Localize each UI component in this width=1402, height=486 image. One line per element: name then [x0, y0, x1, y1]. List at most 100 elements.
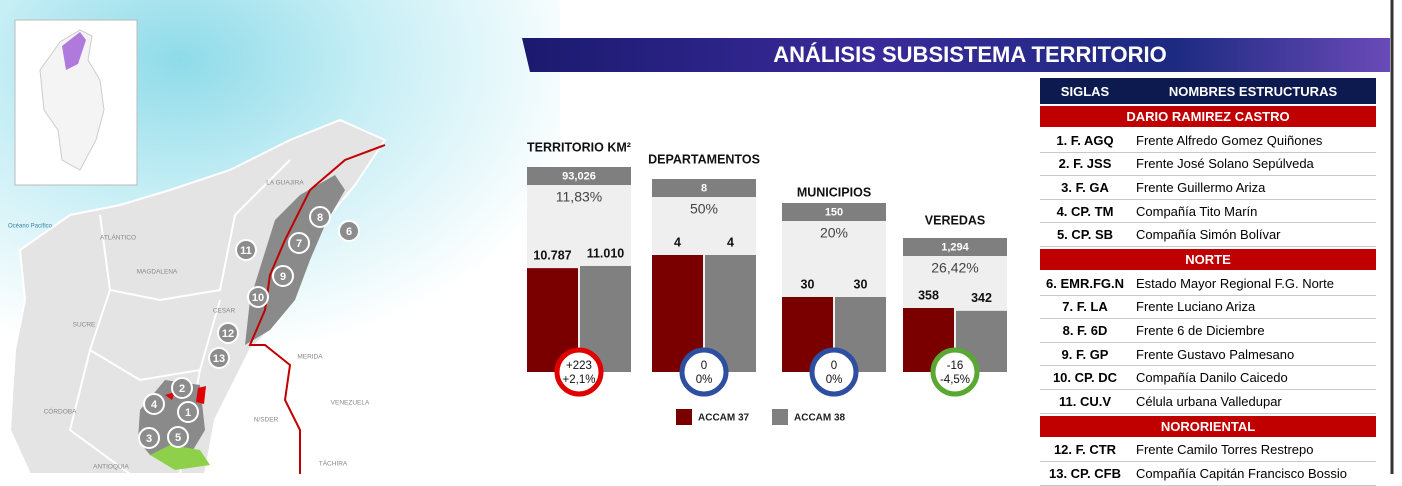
table-row: 9. F. GP Frente Gustavo Palmesano — [1040, 343, 1376, 367]
map-marker — [247, 286, 269, 308]
map-label: SUCRE — [73, 322, 96, 329]
change-badge — [554, 347, 604, 397]
map-marker-label: 6 — [346, 226, 352, 238]
title: ANÁLISIS SUBSISTEMA TERRITORIO — [773, 42, 1167, 67]
map-marker-label: 2 — [179, 383, 185, 395]
legend-label: ACCAM 37 — [698, 413, 750, 424]
total-label: 93,026 — [562, 170, 596, 182]
map-marker-label: 4 — [151, 399, 158, 411]
change-badge — [809, 347, 859, 397]
map-label: VENEZUELA — [331, 400, 370, 407]
header-cell: SIGLAS — [1060, 83, 1110, 99]
name-cell: Frente Guillermo Ariza — [1136, 179, 1266, 195]
name-cell: Compañía Tito Marín — [1136, 203, 1258, 219]
change-value: -16 — [947, 360, 964, 372]
map-marker — [143, 393, 165, 415]
table-row: 1. F. AGQ Frente Alfredo Gomez Quiñones — [1040, 129, 1376, 153]
map-label: ANTIOQUIA — [93, 464, 129, 471]
table-row: 3. F. GA Frente Guillermo Ariza — [1040, 176, 1376, 200]
map-label: LA GUAJIRA — [266, 180, 304, 187]
name-cell: Célula urbana Valledupar — [1136, 393, 1282, 409]
map-label: TÁCHIRA — [319, 459, 348, 468]
map-label: ATLÁNTICO — [100, 233, 136, 242]
map-label: MAGDALENA — [137, 269, 178, 276]
value-label: 30 — [801, 277, 815, 291]
name-cell: Frente Luciano Ariza — [1136, 299, 1256, 315]
map-marker — [217, 322, 239, 344]
change-percent: 0% — [826, 374, 843, 386]
territory-red — [165, 386, 206, 404]
table-row: 8. F. 6D Frente 6 de Diciembre — [1040, 319, 1376, 343]
map-label: CÓRDOBA — [44, 407, 78, 416]
map-marker-label: 12 — [222, 328, 234, 340]
table-row: 4. CP. TM Compañía Tito Marín — [1040, 200, 1376, 224]
map-marker-label: 13 — [213, 353, 225, 365]
change-percent: +2,1% — [563, 374, 596, 386]
map-marker — [235, 239, 257, 261]
value-label: 10.787 — [533, 248, 571, 262]
map-marker-label: 1 — [185, 407, 191, 419]
name-cell: Compañía Simón Bolívar — [1136, 227, 1281, 243]
percentage-label: 20% — [820, 225, 848, 241]
name-cell: Frente José Solano Sepúlveda — [1136, 156, 1314, 172]
table-row: 2. F. JSS Frente José Solano Sepúlveda — [1040, 153, 1376, 177]
value-label: 4 — [727, 235, 734, 249]
value-label: 30 — [854, 277, 868, 291]
acronym-cell: 3. F. GA — [1061, 179, 1109, 195]
name-cell: Frente 6 de Diciembre — [1136, 322, 1265, 338]
acronym-cell: 2. F. JSS — [1058, 156, 1112, 172]
map-marker — [338, 220, 360, 242]
name-cell: Compañía Danilo Caicedo — [1136, 370, 1288, 386]
total-box — [527, 167, 631, 185]
percentage-label: 50% — [690, 201, 718, 217]
panel-title: TERRITORIO KM² — [527, 140, 631, 154]
map-marker — [138, 427, 160, 449]
map-marker — [208, 347, 230, 369]
map-marker-label: 9 — [280, 271, 286, 283]
acronym-cell: 12. F. CTR — [1053, 442, 1117, 458]
map-label: CESAR — [213, 308, 236, 315]
slide: ANÁLISIS SUBSISTEMA TERRITORIO LA GUAJIR… — [8, 0, 1394, 474]
panel-title: VEREDAS — [925, 213, 985, 227]
acronym-cell: 1. F. AGQ — [1056, 132, 1114, 148]
map-marker-label: 8 — [317, 212, 323, 224]
value-label: 358 — [918, 288, 939, 302]
border-line — [248, 144, 386, 474]
map-marker-label: 7 — [296, 238, 302, 250]
change-value: +223 — [566, 360, 592, 372]
group-row: DARIO RAMIREZ CASTRO — [1040, 106, 1376, 127]
map-marker — [177, 401, 199, 423]
map-marker-label: 5 — [175, 432, 181, 444]
map-marker — [167, 426, 189, 448]
panel-title: DEPARTAMENTOS — [648, 152, 760, 166]
table-row: 12. F. CTR Frente Camilo Torres Restrepo — [1040, 439, 1376, 463]
table-header: SIGLAS NOMBRES ESTRUCTURAS — [1040, 78, 1376, 104]
map-marker — [309, 206, 331, 228]
change-value: 0 — [701, 360, 707, 372]
panel-title: MUNICIPIOS — [797, 185, 871, 199]
legend-label: ACCAM 38 — [794, 413, 846, 424]
table-row: 10. CP. DC Compañía Danilo Caicedo — [1040, 366, 1376, 390]
legend-swatch — [676, 409, 692, 425]
name-cell: Estado Mayor Regional F.G. Norte — [1136, 275, 1334, 291]
table-row: 7. F. LA Frente Luciano Ariza — [1040, 296, 1376, 320]
acronym-cell: 11. CU.V — [1058, 393, 1112, 409]
change-percent: 0% — [696, 374, 713, 386]
name-cell: Frente Camilo Torres Restrepo — [1136, 442, 1314, 458]
change-badge — [930, 347, 980, 397]
map-marker — [272, 265, 294, 287]
inset-highlight — [62, 32, 86, 70]
total-label: 150 — [825, 206, 843, 218]
structures-table: SIGLAS NOMBRES ESTRUCTURAS DARIO RAMIREZ C… — [1040, 78, 1376, 486]
percentage-label: 26,42% — [931, 260, 978, 276]
acronym-cell: 8. F. 6D — [1062, 322, 1108, 338]
change-badge — [679, 347, 729, 397]
acronym-cell: 6. EMR.FG.N — [1045, 275, 1124, 291]
map-marker — [288, 232, 310, 254]
territory-green — [150, 445, 210, 470]
value-label: 4 — [674, 235, 681, 249]
value-label: 342 — [971, 291, 992, 305]
map-label: MERIDA — [297, 354, 323, 361]
total-box — [652, 179, 756, 197]
department-borders — [68, 159, 291, 474]
